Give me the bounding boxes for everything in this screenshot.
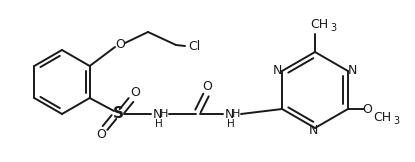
Text: S: S <box>112 106 124 122</box>
Text: H: H <box>160 109 168 119</box>
Text: CH: CH <box>373 110 391 123</box>
Text: Cl: Cl <box>188 40 200 53</box>
Text: N: N <box>308 125 318 138</box>
Text: H: H <box>232 109 240 119</box>
Text: N: N <box>152 108 162 121</box>
Text: O: O <box>115 39 125 52</box>
Text: O: O <box>96 128 106 141</box>
Text: H: H <box>227 119 235 129</box>
Text: 3: 3 <box>393 116 399 126</box>
Text: O: O <box>202 81 212 93</box>
Text: N: N <box>225 108 234 121</box>
Text: N: N <box>272 64 282 77</box>
Text: O: O <box>362 103 372 116</box>
Text: CH: CH <box>310 17 328 30</box>
Text: N: N <box>348 64 358 77</box>
Text: 3: 3 <box>330 23 336 33</box>
Text: H: H <box>155 119 163 129</box>
Text: O: O <box>130 87 140 99</box>
